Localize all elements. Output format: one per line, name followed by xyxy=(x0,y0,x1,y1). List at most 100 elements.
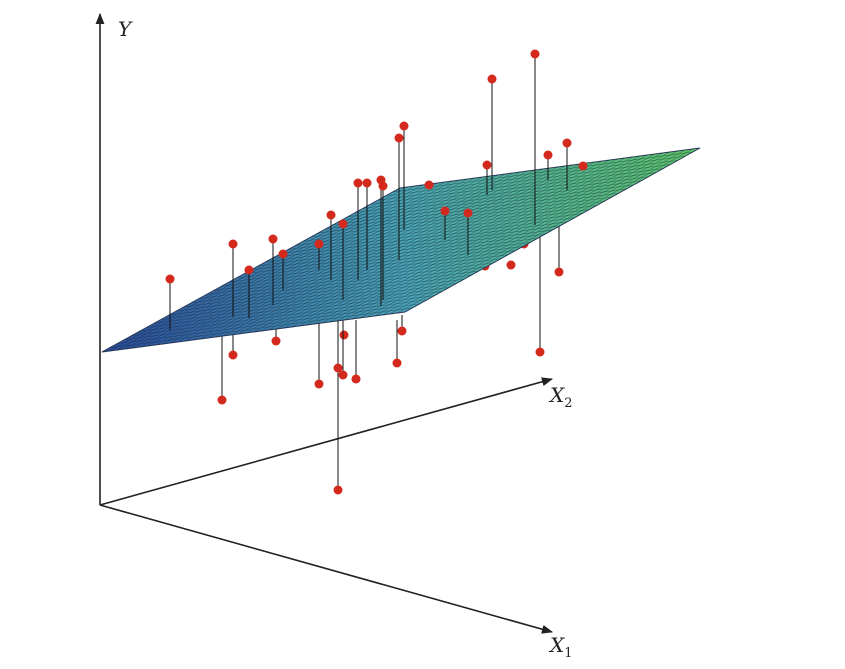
observation-point xyxy=(362,178,372,188)
observation-point xyxy=(378,181,388,191)
mesh-line xyxy=(116,303,420,345)
mesh-line xyxy=(336,156,633,322)
plane xyxy=(101,147,701,353)
observation-point xyxy=(353,178,363,188)
observation-point xyxy=(278,249,288,259)
observation-point xyxy=(228,350,238,360)
mesh-line xyxy=(191,262,494,304)
mesh-line xyxy=(298,161,596,327)
mesh-line xyxy=(283,163,581,329)
observation-point xyxy=(217,395,227,405)
observation-point xyxy=(530,49,540,59)
mesh-line xyxy=(268,165,566,331)
observation-point xyxy=(487,74,497,84)
mesh-line xyxy=(176,270,479,312)
observation-point xyxy=(554,267,564,277)
y-label: Y xyxy=(118,17,133,41)
observation-point xyxy=(165,274,175,284)
mesh-line xyxy=(139,291,442,332)
mesh-line xyxy=(258,225,560,267)
mesh-line xyxy=(124,299,428,341)
mesh-line xyxy=(124,184,423,350)
mesh-line xyxy=(362,168,664,209)
observation-point xyxy=(314,239,324,249)
mesh-line xyxy=(215,172,513,338)
observation-point xyxy=(399,121,409,131)
observation-point xyxy=(562,138,572,148)
x2-axis xyxy=(99,377,554,506)
mesh-line xyxy=(200,174,498,340)
observation-point xyxy=(392,358,402,368)
mesh-line xyxy=(162,179,461,345)
observation-point xyxy=(333,363,343,373)
mesh-line xyxy=(382,150,678,316)
mesh-line xyxy=(347,176,649,218)
mesh-line xyxy=(154,282,457,324)
observation-point xyxy=(339,330,349,340)
mesh-line xyxy=(146,287,450,328)
mesh-line xyxy=(351,154,648,320)
observation-point xyxy=(333,485,343,495)
observation-point xyxy=(424,180,434,190)
mesh-line xyxy=(295,205,597,246)
mesh-line xyxy=(228,241,531,283)
observation-point xyxy=(543,150,553,160)
mesh-line xyxy=(243,233,546,275)
observation-point xyxy=(397,326,407,336)
mesh-line xyxy=(389,149,686,315)
mesh-line xyxy=(321,158,618,324)
mesh-line xyxy=(273,217,575,259)
mesh-line xyxy=(213,250,516,291)
mesh-line xyxy=(310,196,612,238)
axes xyxy=(95,12,554,634)
mesh-line xyxy=(288,209,590,250)
observation-point xyxy=(440,206,450,216)
mesh-line xyxy=(116,185,416,351)
mesh-line xyxy=(161,278,465,320)
observation-point xyxy=(506,260,516,270)
x2-subscript: 2 xyxy=(564,396,572,411)
observation-point xyxy=(244,265,254,275)
mesh-line xyxy=(329,157,626,323)
mesh-line xyxy=(132,183,431,349)
mesh-line xyxy=(236,237,538,279)
x1-subscript: 1 xyxy=(564,646,572,661)
mesh-line xyxy=(221,246,524,287)
mesh-line xyxy=(306,160,603,326)
mesh-line xyxy=(265,221,568,263)
mesh-line xyxy=(276,164,573,330)
mesh-line xyxy=(377,159,678,201)
mesh-line xyxy=(370,164,671,205)
observation-point xyxy=(394,133,404,143)
observation-point xyxy=(463,208,473,218)
mesh-line xyxy=(250,229,553,271)
mesh-line xyxy=(154,180,453,346)
mesh-line xyxy=(355,172,656,213)
mesh-line xyxy=(169,274,472,316)
mesh-line xyxy=(206,254,509,295)
observation-point xyxy=(351,374,361,384)
mesh-line xyxy=(291,162,588,328)
mesh-line xyxy=(392,151,693,193)
observation-point xyxy=(271,336,281,346)
plane-surface xyxy=(101,147,701,353)
mesh-line xyxy=(366,152,663,318)
mesh-line xyxy=(397,148,693,314)
mesh-line xyxy=(313,159,611,325)
observation-point xyxy=(535,347,545,357)
mesh-line xyxy=(207,173,506,339)
observation-point xyxy=(338,219,348,229)
mesh-line xyxy=(374,151,671,317)
mesh-line xyxy=(183,266,487,308)
x2-name: X xyxy=(548,383,565,407)
mesh-line xyxy=(192,175,491,341)
x2-label: X2 xyxy=(548,383,573,411)
mesh-line xyxy=(131,295,435,336)
observation-point xyxy=(268,234,278,244)
mesh-line xyxy=(177,177,476,343)
mesh-line xyxy=(359,153,656,319)
mesh-line xyxy=(245,168,543,334)
observation-point xyxy=(482,160,492,170)
x1-axis xyxy=(99,504,554,634)
